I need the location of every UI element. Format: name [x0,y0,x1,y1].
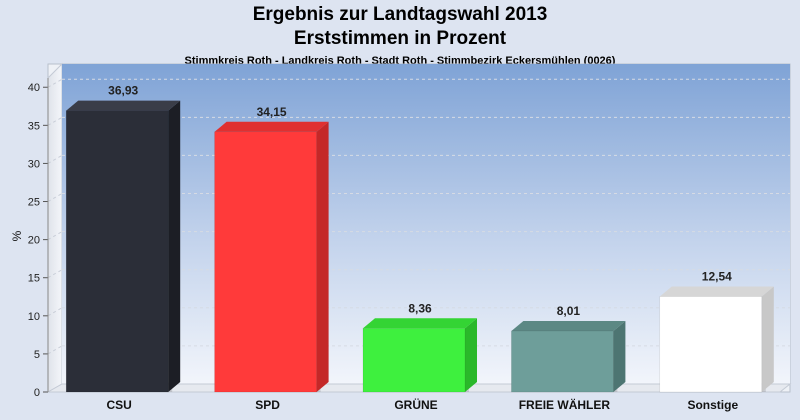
bar-top [66,100,181,111]
bar-grüne [362,318,477,393]
bar-sonstige [659,286,774,393]
bar-side [613,320,626,392]
bar-side [316,121,329,393]
bar-top [363,318,477,329]
bar-side [168,100,181,392]
gridline-wall [47,78,63,88]
bar-spd [214,121,329,393]
gridline-wall [47,269,63,279]
bars [65,100,774,393]
data-label: 8,36 [408,301,432,315]
bar-side [465,318,477,392]
plot-left-wall [47,62,63,393]
bar-top [511,320,626,331]
y-tick-label: 5 [34,349,40,361]
chart-subtitle: Erststimmen in Prozent [293,28,507,49]
gridline-wall [47,154,63,164]
gridline-wall [47,116,63,126]
gridline-wall [47,231,63,241]
y-tick-label: 20 [28,235,40,247]
data-label: 12,54 [702,269,732,283]
x-tick-label: SPD [255,398,280,412]
y-axis-label: % [10,230,24,241]
bar-front [214,131,317,393]
gridline-wall [47,193,63,202]
bar-csu [65,100,181,393]
bar-side [761,286,774,392]
gridline-wall [47,307,63,317]
bar-top [659,286,774,297]
data-label: 34,15 [257,105,287,119]
y-tick-label: 30 [28,158,40,170]
labels: 0 5 10 15 20 25 30 35 40% 36,93 CSU 34,15 SPD 8,36 GRÜ… [10,82,738,412]
y-tick-label: 15 [28,273,40,285]
bar-top [214,121,329,132]
y-tick-label: 35 [28,120,40,132]
data-label: 36,93 [108,84,138,98]
bar-front [362,328,466,393]
y-tick-label: 0 [34,387,40,399]
bar-front [65,110,169,393]
bar-front [659,296,763,393]
bar-freie-wähler [511,320,626,393]
chart-title: Ergebnis zur Landtagswahl 2013 [252,4,548,25]
y-tick-label: 10 [28,311,40,323]
x-tick-label: Sonstige [687,398,738,412]
bar-front [511,330,614,393]
x-tick-label: FREIE WÄHLER [519,397,611,412]
x-tick-label: GRÜNE [394,397,437,412]
x-tick-label: CSU [107,398,132,412]
gridline-wall [47,345,63,355]
y-tick-label: 25 [28,197,40,209]
y-tick-label: 40 [28,82,40,94]
data-label: 8,01 [557,304,581,318]
